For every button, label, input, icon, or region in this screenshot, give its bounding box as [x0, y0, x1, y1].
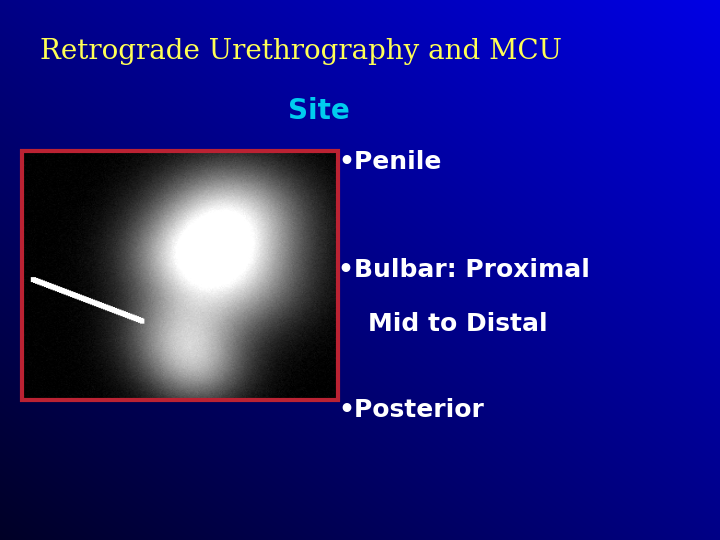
Text: Mid to Distal: Mid to Distal: [369, 312, 548, 336]
Text: •Bulbar: Proximal: •Bulbar: Proximal: [338, 258, 590, 282]
Text: Retrograde Urethrography and MCU: Retrograde Urethrography and MCU: [40, 38, 562, 65]
Text: •Posterior: •Posterior: [338, 399, 485, 422]
Bar: [22, 151, 338, 400]
Text: Site: Site: [288, 97, 350, 125]
Text: •Penile: •Penile: [338, 150, 442, 174]
